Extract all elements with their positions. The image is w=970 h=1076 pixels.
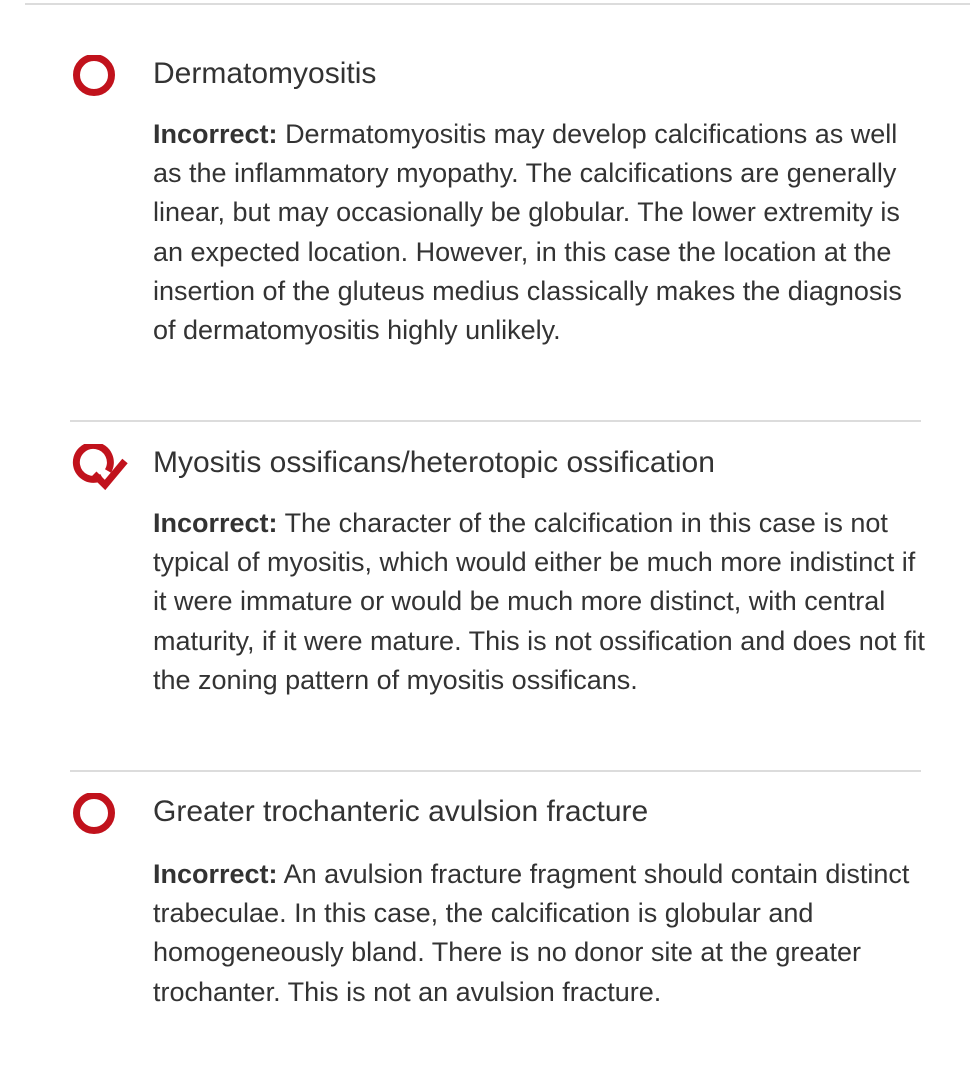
result-label: Incorrect: — [153, 859, 278, 889]
result-label: Incorrect: — [153, 119, 278, 149]
option-feedback: Incorrect: Dermatomyositis may develop c… — [153, 115, 928, 350]
radio-unselected-icon[interactable] — [70, 55, 120, 99]
option-title: Dermatomyositis — [153, 57, 377, 90]
top-divider — [25, 3, 970, 5]
radio-unselected-icon[interactable] — [70, 793, 120, 837]
option-title: Greater trochanteric avulsion fracture — [153, 795, 649, 828]
divider — [70, 420, 921, 422]
feedback-text: Dermatomyositis may develop calcificatio… — [153, 119, 902, 346]
option-title: Myositis ossificans/heterotopic ossifica… — [153, 446, 715, 479]
radio-selected-check-icon[interactable] — [70, 444, 128, 491]
divider — [70, 770, 921, 772]
feedback-text: The character of the calcification in th… — [153, 508, 925, 695]
option-feedback: Incorrect: An avulsion fracture fragment… — [153, 855, 928, 1012]
option-feedback: Incorrect: The character of the calcific… — [153, 504, 928, 700]
feedback-text: An avulsion fracture fragment should con… — [153, 859, 910, 1007]
result-label: Incorrect: — [153, 508, 278, 538]
